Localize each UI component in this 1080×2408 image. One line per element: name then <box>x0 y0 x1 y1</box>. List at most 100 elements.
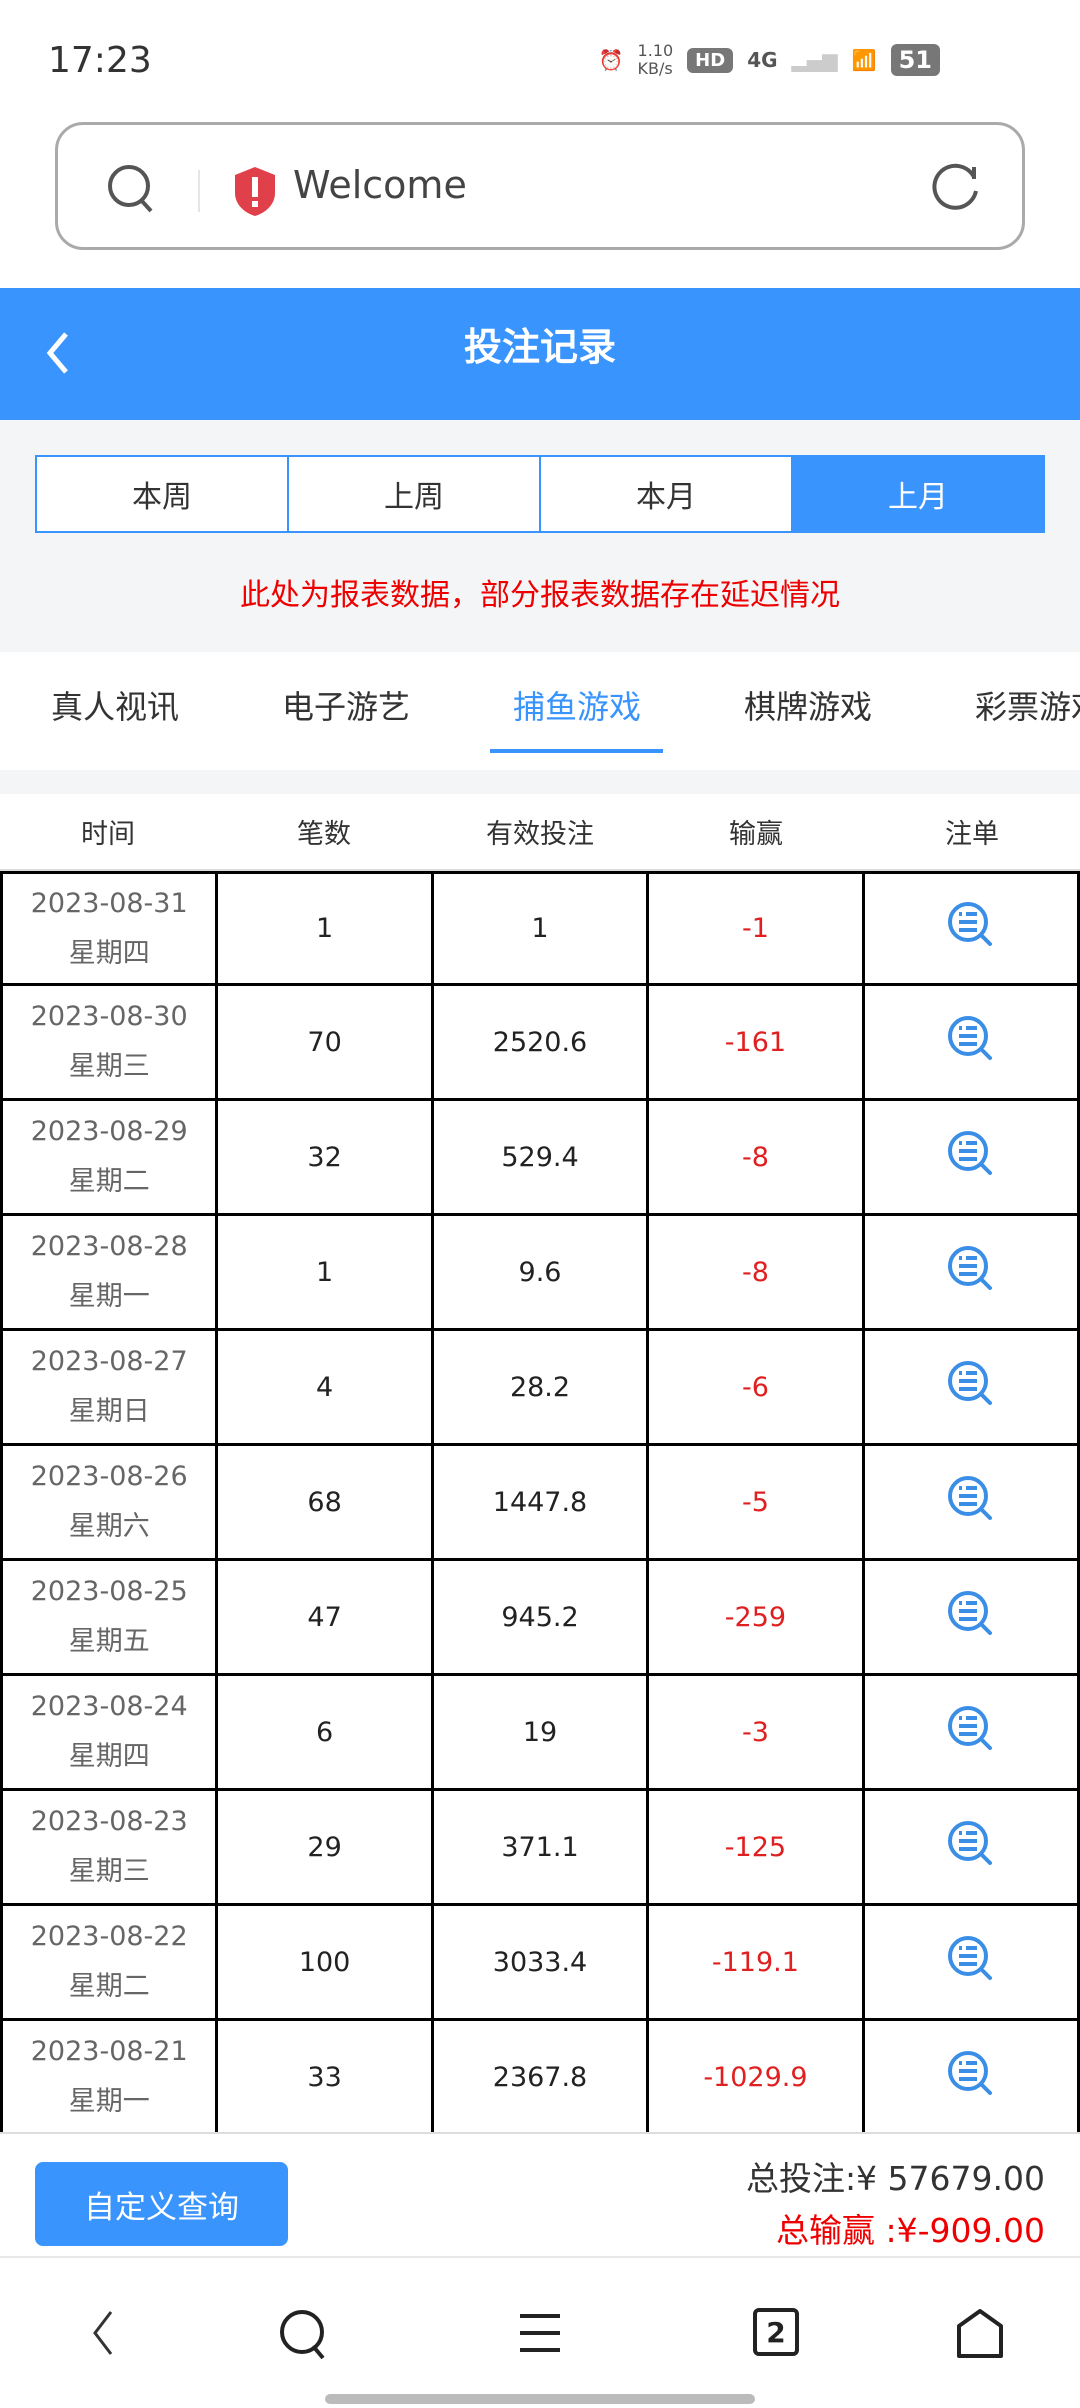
back-icon[interactable] <box>42 328 72 378</box>
net-speed: 1.10 <box>637 41 674 60</box>
view-details-button[interactable] <box>865 1446 1077 1558</box>
tab-card-games[interactable]: 棋牌游戏 <box>743 688 873 726</box>
view-details-button[interactable] <box>865 1676 1077 1788</box>
table-body[interactable]: 2023-08-31 星期四 1 1 -1 2023-08-30 星期三 70 2520.6 -1… <box>0 871 1080 2132</box>
view-details-button[interactable] <box>865 874 1077 983</box>
cell-count: 100 <box>218 1906 434 2018</box>
cell-count: 33 <box>218 2021 434 2132</box>
table-row: 2023-08-31 星期四 1 1 -1 <box>0 871 1080 986</box>
table-row: 2023-08-26 星期六 68 1447.8 -5 <box>0 1446 1080 1561</box>
footer-summary: 自定义查询 总投注:¥ 57679.00 总输赢 :¥-909.00 <box>0 2132 1080 2258</box>
cell-count: 70 <box>218 986 434 1098</box>
search-list-icon <box>946 1244 996 1301</box>
cell-win-loss: -8 <box>649 1101 865 1213</box>
period-this-month[interactable]: 本月 <box>541 457 793 531</box>
tab-lottery[interactable]: 彩票游戏 <box>974 688 1080 726</box>
table-row: 2023-08-30 星期三 70 2520.6 -161 <box>0 986 1080 1101</box>
weekday: 星期四 <box>68 1741 150 1772</box>
divider <box>198 170 200 212</box>
url-text: Welcome <box>293 163 467 207</box>
search-list-icon <box>946 1934 996 1991</box>
col-count: 笔数 <box>297 819 351 850</box>
search-list-icon <box>946 1589 996 1646</box>
view-details-button[interactable] <box>865 1101 1077 1213</box>
col-win-loss: 输赢 <box>729 819 783 850</box>
cell-win-loss: -5 <box>649 1446 865 1558</box>
view-details-button[interactable] <box>865 1791 1077 1903</box>
cell-valid-bet: 1 <box>434 874 650 983</box>
tab-live-video[interactable]: 真人视讯 <box>50 688 180 726</box>
cell-win-loss: -1029.9 <box>649 2021 865 2132</box>
cell-count: 1 <box>218 1216 434 1328</box>
cell-valid-bet: 1447.8 <box>434 1446 650 1558</box>
table-row: 2023-08-27 星期日 4 28.2 -6 <box>0 1331 1080 1446</box>
browser-nav-bar: 2 <box>0 2260 1080 2408</box>
cell-valid-bet: 3033.4 <box>434 1906 650 2018</box>
cell-valid-bet: 19 <box>434 1676 650 1788</box>
cell-valid-bet: 2367.8 <box>434 2021 650 2132</box>
search-icon[interactable] <box>106 163 158 215</box>
date: 2023-08-26 <box>30 1461 188 1492</box>
view-details-button[interactable] <box>865 1331 1077 1443</box>
cell-win-loss: -6 <box>649 1331 865 1443</box>
cell-valid-bet: 945.2 <box>434 1561 650 1673</box>
tab-electronic[interactable]: 电子游艺 <box>281 688 411 726</box>
cell-win-loss: -259 <box>649 1561 865 1673</box>
weekday: 星期三 <box>68 1051 150 1082</box>
search-icon[interactable] <box>279 2308 329 2360</box>
home-indicator[interactable] <box>325 2394 755 2404</box>
col-valid-bet: 有效投注 <box>486 819 594 850</box>
cell-win-loss: -161 <box>649 986 865 1098</box>
period-this-week[interactable]: 本周 <box>37 457 289 531</box>
back-icon[interactable] <box>87 2308 117 2358</box>
search-list-icon <box>946 1129 996 1186</box>
cell-win-loss: -119.1 <box>649 1906 865 2018</box>
table-row: 2023-08-24 星期四 6 19 -3 <box>0 1676 1080 1791</box>
weekday: 星期二 <box>68 1166 150 1197</box>
url-bar[interactable]: Welcome <box>55 122 1025 250</box>
view-details-button[interactable] <box>865 1906 1077 2018</box>
home-icon[interactable] <box>956 2308 1004 2360</box>
cell-valid-bet: 371.1 <box>434 1791 650 1903</box>
cell-count: 68 <box>218 1446 434 1558</box>
alarm-icon: ⏰ <box>598 48 624 72</box>
view-details-button[interactable] <box>865 1561 1077 1673</box>
weekday: 星期一 <box>68 1281 150 1312</box>
date: 2023-08-29 <box>30 1116 188 1147</box>
shield-warning-icon <box>235 167 275 216</box>
cell-time: 2023-08-28 星期一 <box>3 1216 219 1328</box>
table-row: 2023-08-23 星期三 29 371.1 -125 <box>0 1791 1080 1906</box>
custom-query-button[interactable]: 自定义查询 <box>35 2162 288 2246</box>
date: 2023-08-24 <box>30 1691 188 1722</box>
table-header: 时间 笔数 有效投注 输赢 注单 <box>0 794 1080 871</box>
weekday: 星期二 <box>68 1971 150 2002</box>
period-last-month[interactable]: 上月 <box>793 457 1043 531</box>
date: 2023-08-22 <box>30 1921 188 1952</box>
status-icons: ⏰ 1.10 KB/s HD 4G ▂▄▆ 📶 51 <box>599 42 940 78</box>
date: 2023-08-28 <box>30 1231 188 1262</box>
battery-icon: 51 <box>890 44 940 76</box>
weekday: 星期一 <box>68 2086 150 2117</box>
reload-icon[interactable] <box>930 163 982 215</box>
view-details-button[interactable] <box>865 986 1077 1098</box>
date: 2023-08-30 <box>30 1001 188 1032</box>
weekday: 星期三 <box>68 1856 150 1887</box>
cell-time: 2023-08-31 星期四 <box>3 874 219 983</box>
cell-win-loss: -8 <box>649 1216 865 1328</box>
cell-valid-bet: 529.4 <box>434 1101 650 1213</box>
search-list-icon <box>946 900 996 957</box>
tabs-button[interactable]: 2 <box>753 2308 799 2356</box>
net-unit: KB/s <box>637 59 673 78</box>
cell-win-loss: -1 <box>649 874 865 983</box>
cell-time: 2023-08-21 星期一 <box>3 2021 219 2132</box>
weekday: 星期日 <box>68 1396 150 1427</box>
view-details-button[interactable] <box>865 2021 1077 2132</box>
wifi-icon: 📶 <box>851 48 877 72</box>
menu-icon[interactable] <box>518 2308 562 2358</box>
tab-fishing[interactable]: 捕鱼游戏 <box>512 688 642 726</box>
view-details-button[interactable] <box>865 1216 1077 1328</box>
cell-count: 1 <box>218 874 434 983</box>
total-win-loss: 总输赢 :¥-909.00 <box>776 2211 1045 2250</box>
search-list-icon <box>946 1819 996 1876</box>
period-last-week[interactable]: 上周 <box>289 457 541 531</box>
